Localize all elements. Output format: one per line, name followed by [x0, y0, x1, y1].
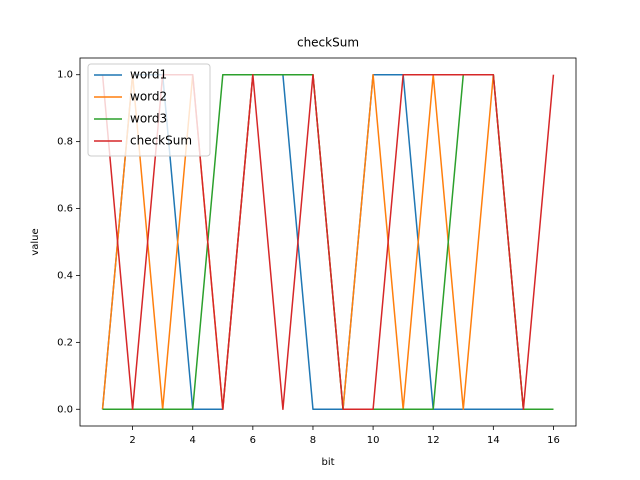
chart-title: checkSum — [297, 36, 359, 50]
x-axis-label: bit — [321, 457, 334, 468]
legend-label: word1 — [130, 68, 167, 82]
x-tick-label: 10 — [367, 435, 380, 446]
x-tick-label: 2 — [129, 435, 135, 446]
y-tick-label: 0.2 — [57, 337, 73, 348]
x-tick-label: 4 — [190, 435, 196, 446]
y-tick-label: 0.4 — [57, 270, 73, 281]
x-tick-label: 6 — [250, 435, 256, 446]
y-tick-label: 1.0 — [57, 70, 73, 81]
legend-label: word3 — [130, 112, 167, 126]
legend-label: word2 — [130, 90, 167, 104]
x-tick-label: 8 — [310, 435, 316, 446]
axes-frame — [79, 57, 577, 427]
y-tick-label: 0.6 — [57, 204, 73, 215]
x-tick-label: 12 — [427, 435, 440, 446]
legend-box — [87, 63, 211, 157]
legend-label: checkSum — [130, 134, 192, 148]
x-tick-label: 16 — [547, 435, 560, 446]
y-tick-label: 0.0 — [57, 404, 73, 415]
y-tick-label: 0.8 — [57, 137, 73, 148]
x-tick-label: 14 — [487, 435, 500, 446]
y-axis-label: value — [30, 228, 41, 255]
